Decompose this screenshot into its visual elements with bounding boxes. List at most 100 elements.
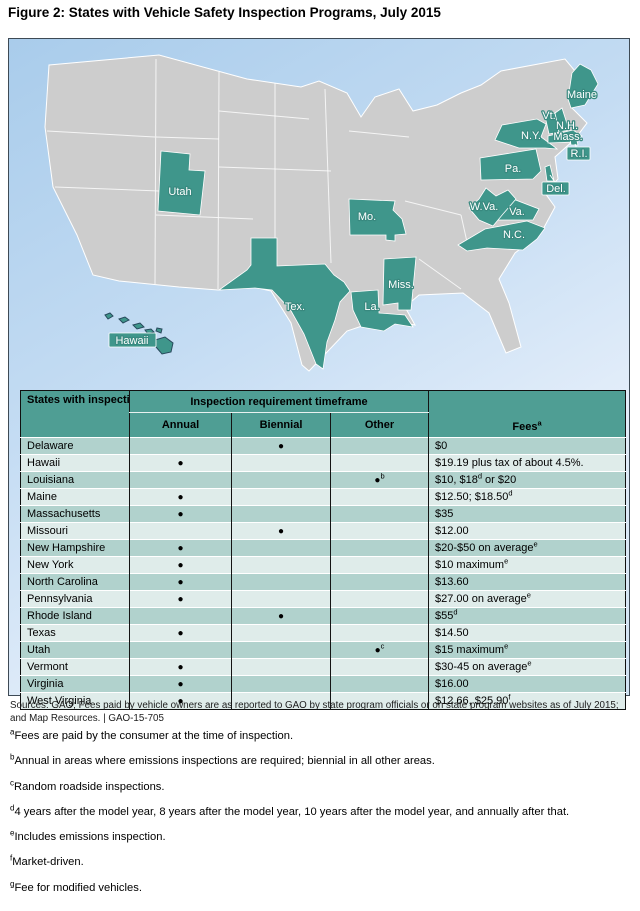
- header-biennial-column: Biennial: [231, 412, 331, 438]
- table-row: North Carolina ● $13.60: [20, 573, 626, 591]
- state-west-virginia: [468, 187, 517, 227]
- state-label-louisiana: La.: [364, 301, 379, 313]
- table-row: Vermont ● $30-45 on averagee: [20, 658, 626, 676]
- footnote-d: d4 years after the model year, 8 years a…: [10, 804, 632, 820]
- biennial-bullet-cell: [231, 641, 331, 659]
- footnote-b: bAnnual in areas where emissions inspect…: [10, 752, 632, 769]
- other-bullet-cell: [330, 607, 429, 625]
- biennial-bullet-cell: ●: [231, 437, 331, 455]
- table-row: Louisiana ●b $10, $18d or $20: [20, 471, 626, 489]
- biennial-bullet-cell: [231, 658, 331, 676]
- state-louisiana: [350, 289, 414, 332]
- biennial-bullet-cell: [231, 556, 331, 574]
- state-name-cell: Texas: [20, 624, 130, 642]
- fee-cell: $12.00: [428, 522, 626, 540]
- inspection-table-header: States with inspection programs Inspecti…: [20, 390, 626, 438]
- other-bullet-cell: [330, 437, 429, 455]
- table-row: Hawaii ● $19.19 plus tax of about 4.5%.: [20, 454, 626, 472]
- annual-bullet-cell: ●: [129, 590, 232, 608]
- state-utah: [157, 150, 206, 216]
- annual-bullet-cell: ●: [129, 658, 232, 676]
- us-map: Utah Mo. Tex. La. Miss. N.C. Va. W.Va. P…: [44, 54, 599, 372]
- biennial-bullet-cell: [231, 675, 331, 693]
- footnote-marker: e: [10, 828, 15, 838]
- table-row: Utah ●c $15 maximume: [20, 641, 626, 659]
- annual-bullet-cell: [129, 607, 232, 625]
- ri-label-pill: [566, 146, 591, 161]
- table-row: Missouri ● $12.00: [20, 522, 626, 540]
- header-annual-column: Annual: [129, 412, 232, 438]
- biennial-bullet-cell: [231, 692, 331, 710]
- footnote-f: fMarket-driven.: [10, 853, 632, 870]
- footnote-text: Includes emissions inspection.: [14, 831, 166, 844]
- other-bullet-cell: ●b: [330, 471, 429, 489]
- state-label-pennsylvania: Pa.: [505, 163, 522, 175]
- biennial-bullet-cell: [231, 539, 331, 557]
- footnote-marker: b: [10, 752, 15, 762]
- footnote-text: Annual in areas where emissions inspecti…: [14, 755, 435, 768]
- state-label-west-virginia: W.Va.: [470, 201, 499, 213]
- fee-cell: $12.50; $18.50d: [428, 488, 626, 506]
- state-name-cell: Massachusetts: [20, 505, 130, 523]
- state-label-delaware: Del.: [546, 183, 566, 195]
- fee-cell: $0: [428, 437, 626, 455]
- table-row: Delaware ● $0: [20, 437, 626, 455]
- header-other-column: Other: [330, 412, 429, 438]
- state-label-mississippi: Miss.: [388, 279, 414, 291]
- table-row: Virginia ● $16.00: [20, 675, 626, 693]
- fee-cell: $16.00: [428, 675, 626, 693]
- state-label-missouri: Mo.: [358, 211, 376, 223]
- highlighted-states: [157, 63, 599, 370]
- state-label-texas: Tex.: [285, 301, 305, 313]
- state-name-cell: Pennsylvania: [20, 590, 130, 608]
- table-row: Rhode Island ● $55d: [20, 607, 626, 625]
- footnotes: aFees are paid by the consumer at the ti…: [10, 727, 632, 906]
- annual-bullet-cell: ●: [129, 454, 232, 472]
- other-bullet-cell: [330, 675, 429, 693]
- state-name-cell: Hawaii: [20, 454, 130, 472]
- figure-title: Figure 2: States with Vehicle Safety Ins…: [8, 5, 441, 20]
- footnote-text: Fee for modified vehicles.: [14, 881, 142, 894]
- state-new-york: [494, 118, 559, 150]
- footnote-marker: a: [10, 727, 15, 737]
- biennial-bullet-cell: [231, 454, 331, 472]
- del-label-pill: [541, 181, 570, 196]
- state-label-north-carolina: N.C.: [503, 229, 525, 241]
- biennial-bullet-cell: ●: [231, 607, 331, 625]
- state-label-new-hampshire: N.H.: [556, 120, 578, 132]
- fee-cell: $55d: [428, 607, 626, 625]
- footnote-text: 4 years after the model year, 8 years af…: [14, 805, 570, 818]
- source-note: Sources: GAO; Fees paid by vehicle owner…: [10, 700, 619, 724]
- fee-cell: $12.66, $25.90f: [428, 692, 626, 710]
- other-bullet-cell: [330, 454, 429, 472]
- state-label-massachusetts: Mass.: [553, 131, 582, 143]
- state-hawaii-islands: [104, 312, 174, 355]
- footnote-marker: f: [10, 853, 13, 863]
- state-name-cell: Rhode Island: [20, 607, 130, 625]
- inspection-table: States with inspection programs Inspecti…: [20, 390, 626, 710]
- table-row: West Virginia ● $12.66, $25.90f: [20, 692, 626, 710]
- state-maine: [567, 63, 599, 109]
- footnote-a: aFees are paid by the consumer at the ti…: [10, 727, 632, 744]
- biennial-bullet-cell: ●: [231, 522, 331, 540]
- state-name-cell: Delaware: [20, 437, 130, 455]
- annual-bullet-cell: [129, 437, 232, 455]
- state-label-rhode-island: R.I.: [570, 148, 587, 160]
- fee-cell: $15 maximume: [428, 641, 626, 659]
- other-bullet-cell: [330, 624, 429, 642]
- state-label-hawaii: Hawaii: [115, 335, 148, 347]
- state-name-cell: New Hampshire: [20, 539, 130, 557]
- biennial-bullet-cell: [231, 505, 331, 523]
- biennial-bullet-cell: [231, 590, 331, 608]
- header-fees-column: Feesa: [428, 390, 626, 438]
- annual-bullet-cell: [129, 641, 232, 659]
- state-rhode-island: [569, 136, 579, 146]
- fee-cell: $19.19 plus tax of about 4.5%.: [428, 454, 626, 472]
- footnote-marker: c: [10, 777, 14, 787]
- state-label-new-york: N.Y.: [521, 130, 541, 142]
- annual-bullet-cell: [129, 522, 232, 540]
- fee-cell: $10, $18d or $20: [428, 471, 626, 489]
- fee-cell: $35: [428, 505, 626, 523]
- footnote-text: Random roadside inspections.: [14, 780, 165, 793]
